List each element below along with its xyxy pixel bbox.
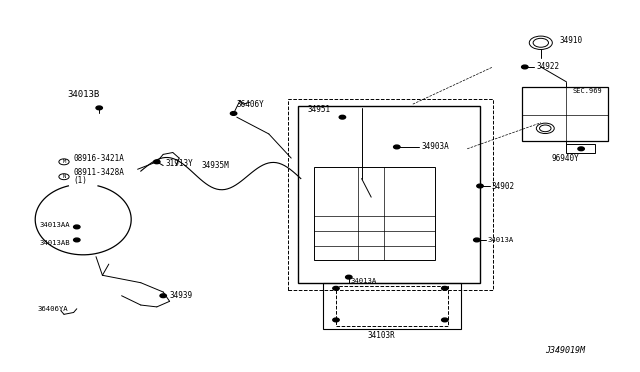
Circle shape <box>333 318 339 322</box>
Text: 96940Y: 96940Y <box>552 154 579 163</box>
Bar <box>522 87 608 141</box>
Circle shape <box>96 106 102 110</box>
Circle shape <box>74 225 80 229</box>
Circle shape <box>477 184 483 188</box>
Text: 36406Y: 36406Y <box>237 100 264 109</box>
Text: (1): (1) <box>74 176 88 185</box>
Bar <box>298 106 480 283</box>
Text: 31913Y: 31913Y <box>165 159 193 168</box>
Text: 34935M: 34935M <box>202 161 229 170</box>
Text: 34103R: 34103R <box>368 331 396 340</box>
Text: 34013B: 34013B <box>67 90 99 99</box>
Text: 34013AB: 34013AB <box>40 240 70 246</box>
Bar <box>323 283 461 329</box>
Text: 36406YA: 36406YA <box>37 306 68 312</box>
Text: SEC.969: SEC.969 <box>573 88 602 94</box>
Text: 34903A: 34903A <box>421 142 449 151</box>
Circle shape <box>522 65 528 69</box>
Text: 34951: 34951 <box>307 105 330 114</box>
Bar <box>336 286 448 326</box>
Text: 34013A: 34013A <box>488 237 514 243</box>
Circle shape <box>333 286 339 290</box>
Circle shape <box>346 275 352 279</box>
Circle shape <box>74 238 80 242</box>
Text: 08911-3428A: 08911-3428A <box>74 169 124 177</box>
Circle shape <box>442 286 448 290</box>
Text: J349019M: J349019M <box>545 346 586 355</box>
Circle shape <box>578 147 584 151</box>
Circle shape <box>339 115 346 119</box>
Text: 34922: 34922 <box>536 62 559 71</box>
Text: 34939: 34939 <box>170 291 193 300</box>
Text: 34902: 34902 <box>492 182 515 190</box>
Text: 34013A: 34013A <box>351 278 377 284</box>
Bar <box>288 99 493 290</box>
Bar <box>314 167 435 260</box>
Text: 34013AA: 34013AA <box>40 222 70 228</box>
Circle shape <box>154 160 160 164</box>
Circle shape <box>394 145 400 149</box>
Circle shape <box>474 238 480 242</box>
Circle shape <box>160 294 166 298</box>
Text: M: M <box>62 159 66 164</box>
Text: 34910: 34910 <box>560 36 583 45</box>
Circle shape <box>442 318 448 322</box>
Text: 08916-3421A: 08916-3421A <box>74 154 124 163</box>
Text: N: N <box>62 174 66 179</box>
Bar <box>566 144 595 153</box>
Circle shape <box>230 112 237 115</box>
